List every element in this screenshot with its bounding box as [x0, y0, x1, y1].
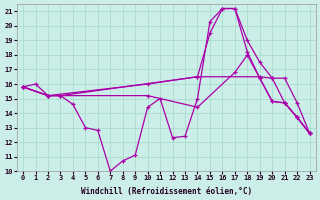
X-axis label: Windchill (Refroidissement éolien,°C): Windchill (Refroidissement éolien,°C) [81, 187, 252, 196]
